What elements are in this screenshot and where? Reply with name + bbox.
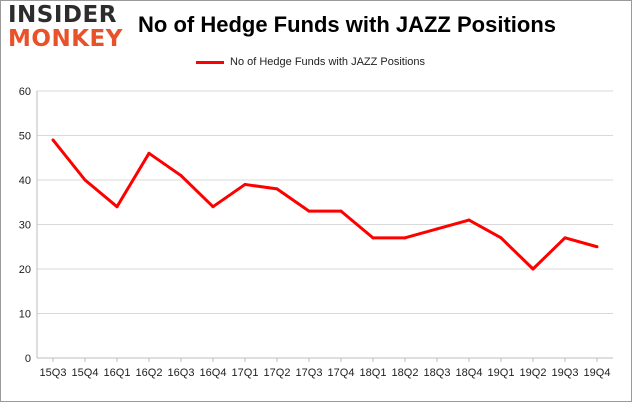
x-tick-label: 17Q1 bbox=[232, 367, 259, 379]
x-tick-label: 15Q3 bbox=[40, 367, 67, 379]
x-tick-label: 16Q3 bbox=[168, 367, 195, 379]
y-tick-label: 50 bbox=[19, 131, 31, 143]
data-point bbox=[339, 209, 343, 213]
x-tick-label: 19Q1 bbox=[488, 367, 515, 379]
data-point bbox=[531, 267, 535, 271]
x-tick-label: 18Q2 bbox=[392, 367, 419, 379]
x-tick-label: 18Q4 bbox=[456, 367, 483, 379]
y-tick-label: 20 bbox=[19, 264, 31, 276]
data-point bbox=[563, 236, 567, 240]
y-tick-label: 10 bbox=[19, 309, 31, 321]
data-point bbox=[147, 151, 151, 155]
x-tick-label: 19Q2 bbox=[520, 367, 547, 379]
y-tick-label: 40 bbox=[19, 175, 31, 187]
logo-line-2: MONKEY bbox=[8, 26, 123, 52]
data-point bbox=[435, 227, 439, 231]
data-point bbox=[403, 236, 407, 240]
insider-monkey-logo: INSIDER MONKEY bbox=[8, 2, 123, 52]
x-tick-label: 15Q4 bbox=[72, 367, 99, 379]
logo-line-1: INSIDER bbox=[8, 2, 117, 28]
series-line bbox=[51, 139, 598, 271]
legend-label: No of Hedge Funds with JAZZ Positions bbox=[230, 56, 426, 68]
x-tick-label: 18Q1 bbox=[360, 367, 387, 379]
data-point bbox=[83, 178, 87, 182]
chart-title: No of Hedge Funds with JAZZ Positions bbox=[138, 12, 556, 37]
data-point bbox=[211, 205, 215, 209]
data-point bbox=[275, 187, 279, 191]
legend-swatch bbox=[196, 60, 224, 64]
x-tick-label: 17Q2 bbox=[264, 367, 291, 379]
series-layer bbox=[51, 138, 599, 271]
y-tick-label: 30 bbox=[19, 220, 31, 232]
data-point bbox=[179, 174, 183, 178]
x-tick-label: 16Q2 bbox=[136, 367, 163, 379]
data-point bbox=[467, 218, 471, 222]
data-point bbox=[595, 245, 599, 249]
data-point bbox=[243, 182, 247, 186]
data-point bbox=[371, 236, 375, 240]
x-tick-label: 17Q4 bbox=[328, 367, 355, 379]
legend: No of Hedge Funds with JAZZ Positions bbox=[196, 54, 425, 70]
x-tick-label: 16Q4 bbox=[200, 367, 227, 379]
data-point bbox=[115, 205, 119, 209]
axis-layer: 0 10 20 30 40 50 60 15Q3 15Q4 16Q1 16Q2 16Q3 16Q4 17Q… bbox=[19, 86, 613, 379]
x-tick-label: 17Q3 bbox=[296, 367, 323, 379]
x-tick-label: 19Q4 bbox=[584, 367, 611, 379]
x-tick-label: 18Q3 bbox=[424, 367, 451, 379]
grid-layer bbox=[37, 90, 613, 314]
x-tick-label: 19Q3 bbox=[552, 367, 579, 379]
data-point bbox=[499, 236, 503, 240]
x-tick-label: 16Q1 bbox=[104, 367, 131, 379]
data-point bbox=[307, 209, 311, 213]
y-tick-label: 0 bbox=[25, 353, 31, 365]
y-tick-label: 60 bbox=[19, 86, 31, 98]
data-point bbox=[51, 138, 55, 142]
